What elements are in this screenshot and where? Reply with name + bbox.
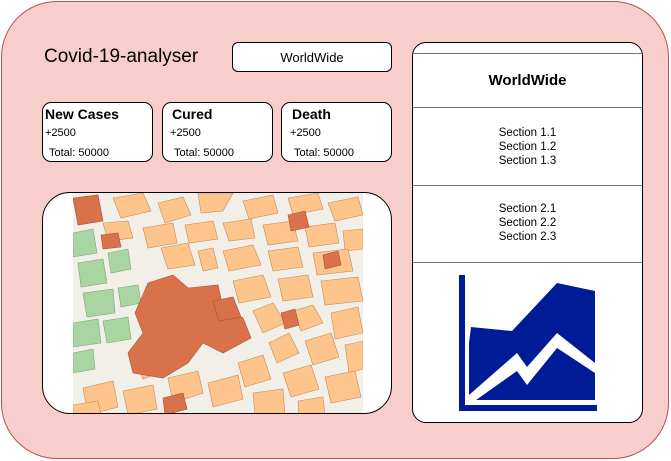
area-chart-icon: [457, 273, 602, 413]
section-item[interactable]: Section 2.3: [413, 230, 642, 244]
section-item[interactable]: Section 2.2: [413, 216, 642, 230]
panel-title: WorldWide: [413, 53, 642, 108]
panel-divider: [642, 53, 643, 263]
side-panel: WorldWide Section 1.1 Section 1.2 Sectio…: [412, 42, 643, 423]
region-select-value: WorldWide: [280, 50, 343, 65]
city-map-image: [73, 193, 363, 414]
section-item[interactable]: Section 1.1: [413, 126, 642, 140]
stat-delta: +2500: [170, 127, 201, 139]
section-group-1: Section 1.1 Section 1.2 Section 1.3: [413, 108, 642, 186]
section-item[interactable]: Section 2.1: [413, 202, 642, 216]
map-view[interactable]: [42, 192, 392, 414]
stat-total: Total: 50000: [174, 147, 234, 159]
stat-label: Death: [292, 106, 331, 122]
stat-card-cured[interactable]: Cured +2500 Total: 50000: [162, 102, 273, 162]
stat-delta: +2500: [290, 127, 321, 139]
section-group-2: Section 2.1 Section 2.2 Section 2.3: [413, 186, 642, 263]
stat-label: New Cases: [45, 106, 119, 122]
stat-total: Total: 50000: [294, 147, 354, 159]
stat-card-death[interactable]: Death +2500 Total: 50000: [281, 102, 392, 162]
stat-card-new-cases[interactable]: New Cases +2500 Total: 50000: [42, 102, 153, 162]
section-item[interactable]: Section 1.2: [413, 140, 642, 154]
section-item[interactable]: Section 1.3: [413, 154, 642, 168]
stat-delta: +2500: [45, 127, 76, 139]
stat-total: Total: 50000: [49, 147, 109, 159]
app-title: Covid-19-analyser: [44, 46, 198, 68]
stat-label: Cured: [172, 106, 212, 122]
region-select[interactable]: WorldWide: [232, 42, 392, 72]
